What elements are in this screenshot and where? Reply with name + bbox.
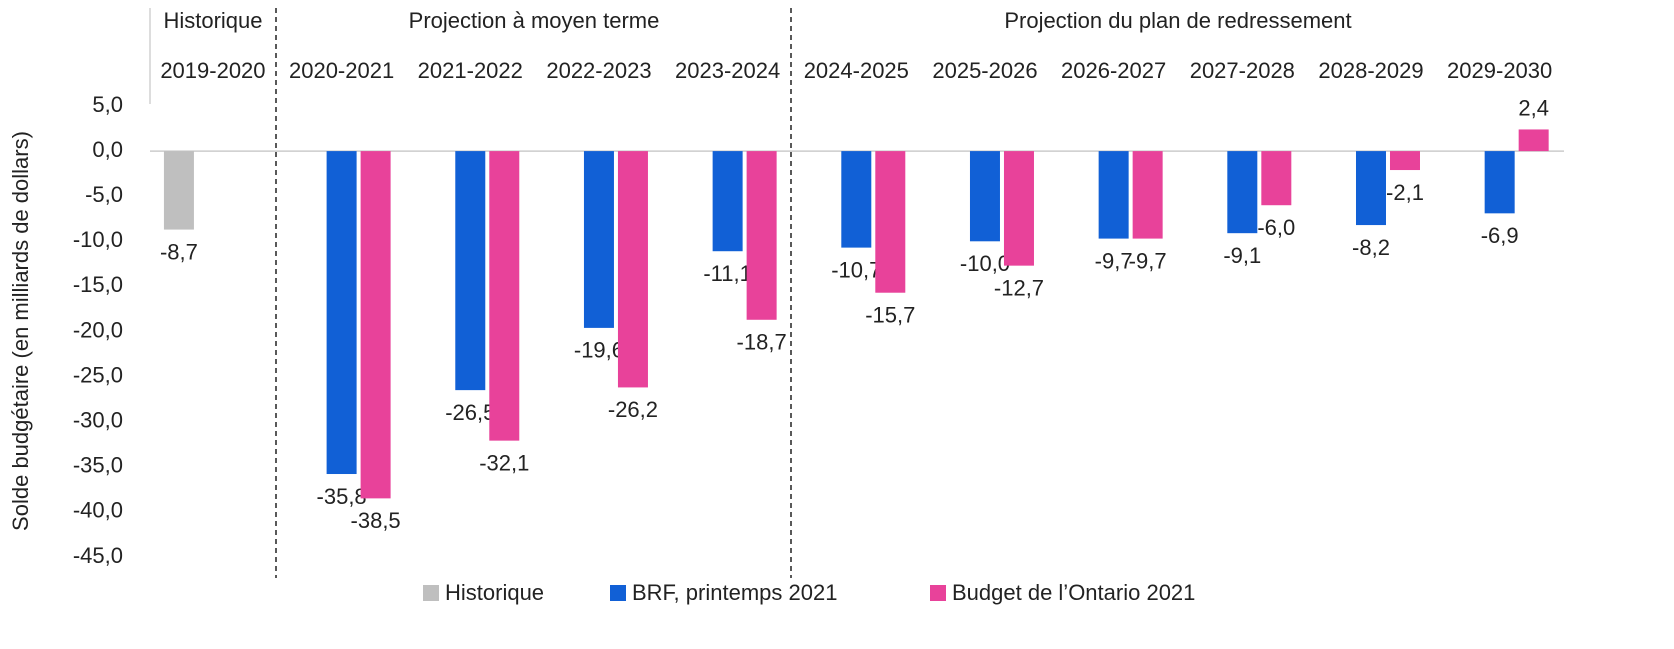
bar — [583, 151, 614, 328]
bar — [326, 151, 357, 475]
data-label: -35,8 — [317, 484, 367, 509]
bar — [163, 151, 194, 230]
data-label: -6,9 — [1481, 223, 1519, 248]
data-label: -2,1 — [1386, 180, 1424, 205]
data-label: -26,2 — [608, 397, 658, 422]
bar — [969, 151, 1000, 242]
y-tick-label: -35,0 — [73, 453, 123, 478]
section-label: Historique — [163, 8, 262, 33]
bar — [1389, 151, 1420, 171]
data-label: -10,7 — [831, 257, 881, 282]
x-tick-label: 2023-2024 — [675, 58, 780, 83]
bar — [1355, 151, 1386, 226]
bar — [360, 151, 391, 499]
y-tick-label: -40,0 — [73, 498, 123, 523]
data-label: -8,2 — [1352, 235, 1390, 260]
bar — [489, 151, 520, 441]
bar — [712, 151, 743, 252]
x-tick-label: 2029-2030 — [1447, 58, 1552, 83]
x-tick-label: 2024-2025 — [804, 58, 909, 83]
y-tick-label: -45,0 — [73, 543, 123, 568]
legend-swatch — [930, 585, 946, 601]
data-label: 2,4 — [1518, 95, 1549, 120]
bar — [455, 151, 486, 391]
y-tick-label: -15,0 — [73, 272, 123, 297]
data-label: -38,5 — [351, 508, 401, 533]
legend-label: Historique — [445, 580, 544, 605]
x-tick-label: 2019-2020 — [160, 58, 265, 83]
data-label: -6,0 — [1257, 215, 1295, 240]
bar — [1003, 151, 1034, 266]
bar — [1518, 129, 1549, 152]
x-tick-label: 2025-2026 — [932, 58, 1037, 83]
data-label: -19,6 — [574, 338, 624, 363]
section-label: Projection du plan de redressement — [1004, 8, 1351, 33]
legend-swatch — [423, 585, 439, 601]
bar — [1484, 151, 1515, 214]
bar — [1098, 151, 1129, 239]
y-axis-title: Solde budgétaire (en milliards de dollar… — [8, 131, 33, 531]
bar — [875, 151, 906, 293]
data-label: -18,7 — [737, 330, 787, 355]
bar — [841, 151, 872, 248]
x-tick-label: 2026-2027 — [1061, 58, 1166, 83]
bar — [1132, 151, 1163, 239]
data-label: -32,1 — [479, 450, 529, 475]
y-tick-label: -5,0 — [85, 182, 123, 207]
x-tick-label: 2028-2029 — [1318, 58, 1423, 83]
data-label: -8,7 — [160, 239, 198, 264]
legend-label: BRF, printemps 2021 — [632, 580, 837, 605]
data-label: -10,0 — [960, 251, 1010, 276]
bar — [1261, 151, 1292, 206]
bar — [1227, 151, 1258, 234]
bar — [746, 151, 777, 320]
y-tick-label: 5,0 — [92, 92, 123, 117]
data-label: -26,5 — [445, 400, 495, 425]
y-tick-label: -30,0 — [73, 408, 123, 433]
bar — [617, 151, 648, 388]
y-tick-label: -25,0 — [73, 362, 123, 387]
y-tick-label: 0,0 — [92, 137, 123, 162]
data-label: -15,7 — [865, 303, 915, 328]
x-tick-label: 2020-2021 — [289, 58, 394, 83]
legend-swatch — [610, 585, 626, 601]
data-label: -12,7 — [994, 275, 1044, 300]
x-tick-label: 2027-2028 — [1190, 58, 1295, 83]
data-label: -11,1 — [703, 261, 752, 286]
data-label: -9,7 — [1095, 248, 1133, 273]
y-tick-label: -10,0 — [73, 227, 123, 252]
section-label: Projection à moyen terme — [409, 8, 660, 33]
legend-label: Budget de l’Ontario 2021 — [952, 580, 1195, 605]
data-label: -9,1 — [1223, 243, 1261, 268]
y-tick-label: -20,0 — [73, 317, 123, 342]
x-tick-label: 2021-2022 — [418, 58, 523, 83]
x-tick-label: 2022-2023 — [546, 58, 651, 83]
data-label: -9,7 — [1129, 248, 1167, 273]
